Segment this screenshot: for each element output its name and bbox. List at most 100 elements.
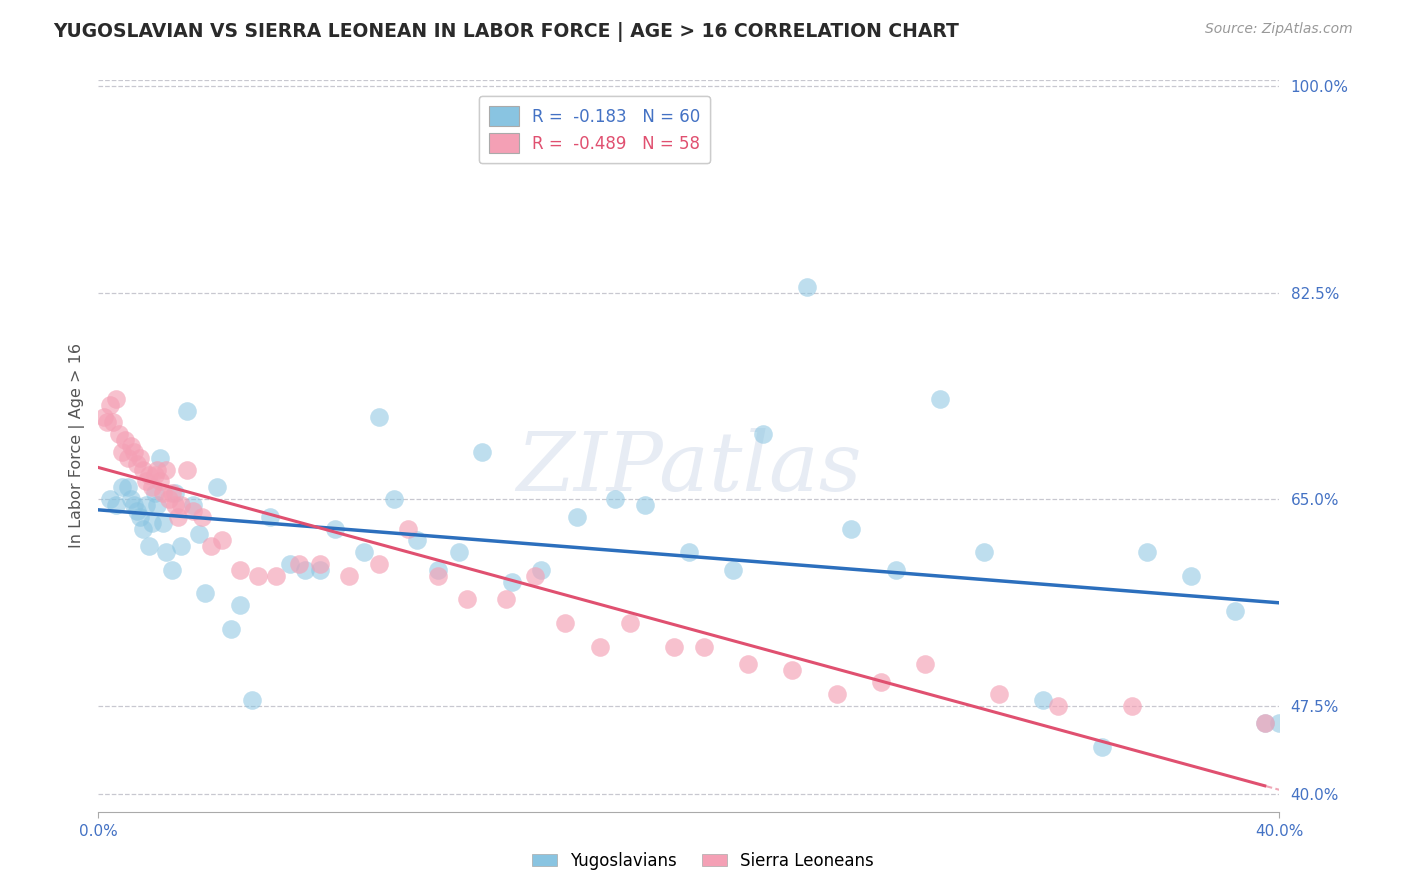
Point	[1254, 716, 1277, 731]
Point	[135, 475, 157, 489]
Point	[752, 427, 775, 442]
Point	[1254, 716, 1277, 731]
Point	[117, 480, 139, 494]
Point	[1180, 568, 1202, 582]
Point	[98, 398, 121, 412]
Point	[181, 504, 204, 518]
Point	[155, 545, 177, 559]
Point	[122, 498, 145, 512]
Point	[309, 563, 332, 577]
Point	[619, 615, 641, 630]
Point	[120, 439, 142, 453]
Point	[447, 545, 470, 559]
Point	[884, 563, 907, 577]
Point	[229, 563, 252, 577]
Point	[181, 498, 204, 512]
Text: Source: ZipAtlas.com: Source: ZipAtlas.com	[1205, 22, 1353, 37]
Point	[138, 539, 160, 553]
Point	[149, 475, 172, 489]
Point	[796, 279, 818, 293]
Point	[382, 492, 405, 507]
Point	[125, 504, 148, 518]
Point	[398, 522, 420, 536]
Point	[125, 457, 148, 471]
Point	[634, 498, 657, 512]
Point	[737, 657, 759, 672]
Point	[973, 545, 995, 559]
Point	[605, 492, 627, 507]
Point	[105, 498, 128, 512]
Point	[122, 445, 145, 459]
Point	[1268, 716, 1291, 731]
Point	[135, 498, 157, 512]
Point	[152, 516, 174, 530]
Point	[146, 498, 169, 512]
Point	[259, 509, 281, 524]
Point	[176, 462, 198, 476]
Y-axis label: In Labor Force | Age > 16: In Labor Force | Age > 16	[69, 343, 84, 549]
Point	[162, 563, 183, 577]
Point	[167, 509, 190, 524]
Point	[155, 462, 177, 476]
Point	[146, 462, 169, 476]
Point	[530, 563, 553, 577]
Point	[524, 568, 547, 582]
Point	[105, 392, 128, 406]
Point	[205, 480, 228, 494]
Point	[114, 433, 136, 447]
Point	[229, 599, 252, 613]
Point	[457, 592, 479, 607]
Point	[157, 492, 180, 507]
Point	[929, 392, 952, 406]
Point	[96, 416, 118, 430]
Point	[723, 563, 745, 577]
Point	[1225, 604, 1247, 618]
Point	[565, 509, 588, 524]
Point	[98, 492, 121, 507]
Point	[132, 462, 155, 476]
Point	[176, 403, 198, 417]
Point	[187, 527, 209, 541]
Point	[294, 563, 316, 577]
Point	[240, 692, 263, 706]
Point	[309, 557, 332, 571]
Point	[138, 468, 160, 483]
Point	[141, 516, 163, 530]
Point	[200, 539, 222, 553]
Point	[117, 450, 139, 465]
Point	[111, 445, 134, 459]
Point	[211, 533, 233, 548]
Point	[589, 640, 612, 654]
Point	[120, 492, 142, 507]
Point	[264, 568, 287, 582]
Point	[170, 498, 193, 512]
Point	[339, 568, 361, 582]
Point	[825, 687, 848, 701]
Point	[678, 545, 700, 559]
Point	[1091, 739, 1114, 754]
Point	[782, 663, 804, 677]
Point	[471, 445, 494, 459]
Point	[1121, 698, 1143, 713]
Point	[93, 409, 115, 424]
Point	[288, 557, 311, 571]
Point	[143, 468, 166, 483]
Point	[988, 687, 1011, 701]
Point	[841, 522, 863, 536]
Point	[194, 586, 217, 600]
Point	[914, 657, 936, 672]
Point	[128, 509, 150, 524]
Legend: Yugoslavians, Sierra Leoneans: Yugoslavians, Sierra Leoneans	[526, 846, 880, 877]
Point	[870, 675, 893, 690]
Point	[427, 563, 450, 577]
Point	[323, 522, 346, 536]
Point	[246, 568, 269, 582]
Point	[280, 557, 302, 571]
Point	[353, 545, 375, 559]
Point	[693, 640, 716, 654]
Point	[1136, 545, 1159, 559]
Legend: R =  -0.183   N = 60, R =  -0.489   N = 58: R = -0.183 N = 60, R = -0.489 N = 58	[478, 96, 710, 163]
Point	[427, 568, 450, 582]
Point	[103, 416, 125, 430]
Point	[165, 498, 187, 512]
